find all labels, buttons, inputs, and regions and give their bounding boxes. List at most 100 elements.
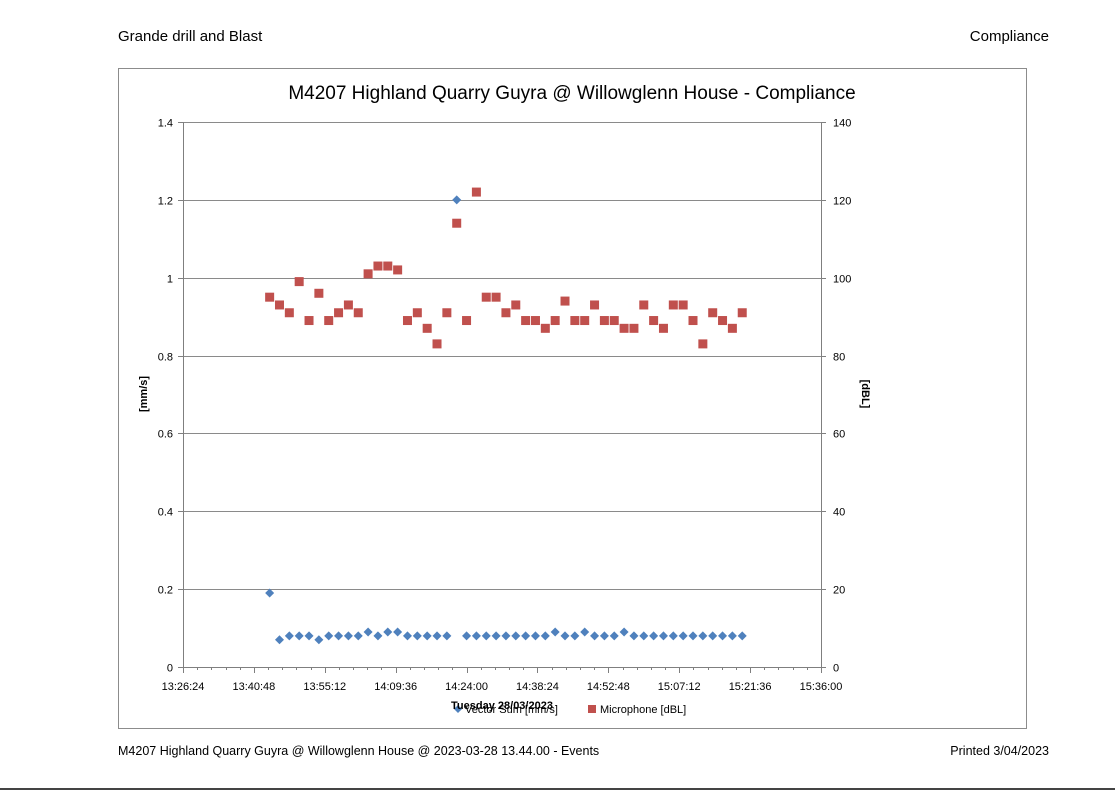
vector-sum-point (737, 631, 747, 641)
microphone-point (639, 300, 649, 310)
microphone-point (265, 292, 275, 302)
legend-vector-sum-label: Vector Sum [mm/s] (465, 704, 558, 716)
series-microphone (265, 187, 747, 349)
microphone-point (540, 323, 550, 333)
y2-tick-labels: 0 20 40 60 80 100 120 140 (833, 118, 851, 675)
microphone-point (294, 277, 304, 287)
microphone-point (580, 316, 590, 326)
legend-microphone-label: Microphone [dBL] (600, 704, 686, 716)
microphone-point (284, 308, 294, 318)
vector-sum-point (334, 631, 344, 641)
vector-sum-point (274, 635, 284, 645)
microphone-point (550, 316, 560, 326)
microphone-point (668, 300, 678, 310)
microphone-point (304, 316, 314, 326)
y2-tick-label: 140 (833, 118, 851, 130)
vector-sum-point (265, 588, 275, 598)
vector-sum-point (324, 631, 334, 641)
vector-sum-point (590, 631, 600, 641)
x-tick-label: 13:55:12 (303, 681, 346, 693)
vector-sum-point (393, 627, 403, 637)
microphone-point (609, 316, 619, 326)
microphone-point (452, 218, 462, 228)
vector-sum-point (609, 631, 619, 641)
microphone-point (412, 308, 422, 318)
microphone-point (343, 300, 353, 310)
y-tick-label: 0.6 (158, 429, 173, 441)
microphone-point (629, 323, 639, 333)
page-header-left: Grande drill and Blast (118, 28, 263, 45)
microphone-point (471, 187, 481, 197)
microphone-point (383, 261, 393, 271)
y2-tick-label: 40 (833, 507, 845, 519)
microphone-point (688, 316, 698, 326)
vector-sum-point (491, 631, 501, 641)
microphone-point (373, 261, 383, 271)
vector-sum-point (708, 631, 718, 641)
vector-sum-point (521, 631, 531, 641)
legend-microphone-marker-shape (588, 705, 596, 713)
y2-tick-label: 120 (833, 196, 851, 208)
x-tick-label: 14:09:36 (374, 681, 417, 693)
gridlines (183, 122, 821, 590)
microphone-point (481, 292, 491, 302)
microphone-point (678, 300, 688, 310)
microphone-point (698, 339, 708, 349)
microphone-point (314, 288, 324, 298)
vector-sum-point (560, 631, 570, 641)
microphone-point (334, 308, 344, 318)
y2-tick-label: 80 (833, 352, 845, 364)
vector-sum-point (304, 631, 314, 641)
microphone-point (619, 323, 629, 333)
microphone-point (511, 300, 521, 310)
vector-sum-point (412, 631, 422, 641)
series-vector-sum (265, 195, 747, 645)
x-tick-labels: 13:26:24 13:40:48 13:55:12 14:09:36 14:24:00… (162, 681, 843, 693)
chart-frame (118, 68, 1027, 729)
vector-sum-point (402, 631, 412, 641)
microphone-point (501, 308, 511, 318)
chart-title: M4207 Highland Quarry Guyra @ Willowglen… (288, 83, 855, 104)
vector-sum-point (432, 631, 442, 641)
vector-sum-point (570, 631, 580, 641)
y-tick-label: 0.2 (158, 585, 173, 597)
microphone-point (442, 308, 452, 318)
vector-sum-point (373, 631, 383, 641)
microphone-point (590, 300, 600, 310)
microphone-point (530, 316, 540, 326)
vector-sum-point (639, 631, 649, 641)
microphone-point (274, 300, 284, 310)
vector-sum-point (471, 631, 481, 641)
legend-microphone-marker (588, 705, 596, 713)
vector-sum-point (284, 631, 294, 641)
vector-sum-point (383, 627, 393, 637)
x-tick-label: 14:38:24 (516, 681, 559, 693)
vector-sum-point (511, 631, 521, 641)
microphone-point (570, 316, 580, 326)
vector-sum-point (678, 631, 688, 641)
page-footer-left: M4207 Highland Quarry Guyra @ Willowglen… (118, 744, 600, 758)
y2-tick-label: 0 (833, 663, 839, 675)
microphone-point (393, 265, 403, 275)
y-tick-label: 1.4 (158, 118, 173, 130)
vector-sum-point (550, 627, 560, 637)
legend-vector-sum-marker-shape (454, 705, 462, 713)
vector-sum-point (462, 631, 472, 641)
y-tick-label: 1.2 (158, 196, 173, 208)
microphone-point (363, 269, 373, 279)
y2-tick-label: 60 (833, 429, 845, 441)
microphone-point (462, 316, 472, 326)
vector-sum-point (294, 631, 304, 641)
legend-vector-sum-marker (454, 705, 462, 713)
vector-sum-point (314, 635, 324, 645)
microphone-point (521, 316, 531, 326)
microphone-point (560, 296, 570, 306)
y2-axis-label: [dBL] (859, 380, 871, 409)
vector-sum-point (540, 631, 550, 641)
vector-sum-point (727, 631, 737, 641)
microphone-point (491, 292, 501, 302)
microphone-point (324, 316, 334, 326)
page-footer-right: Printed 3/04/2023 (950, 744, 1049, 758)
x-tick-label: 13:40:48 (232, 681, 275, 693)
